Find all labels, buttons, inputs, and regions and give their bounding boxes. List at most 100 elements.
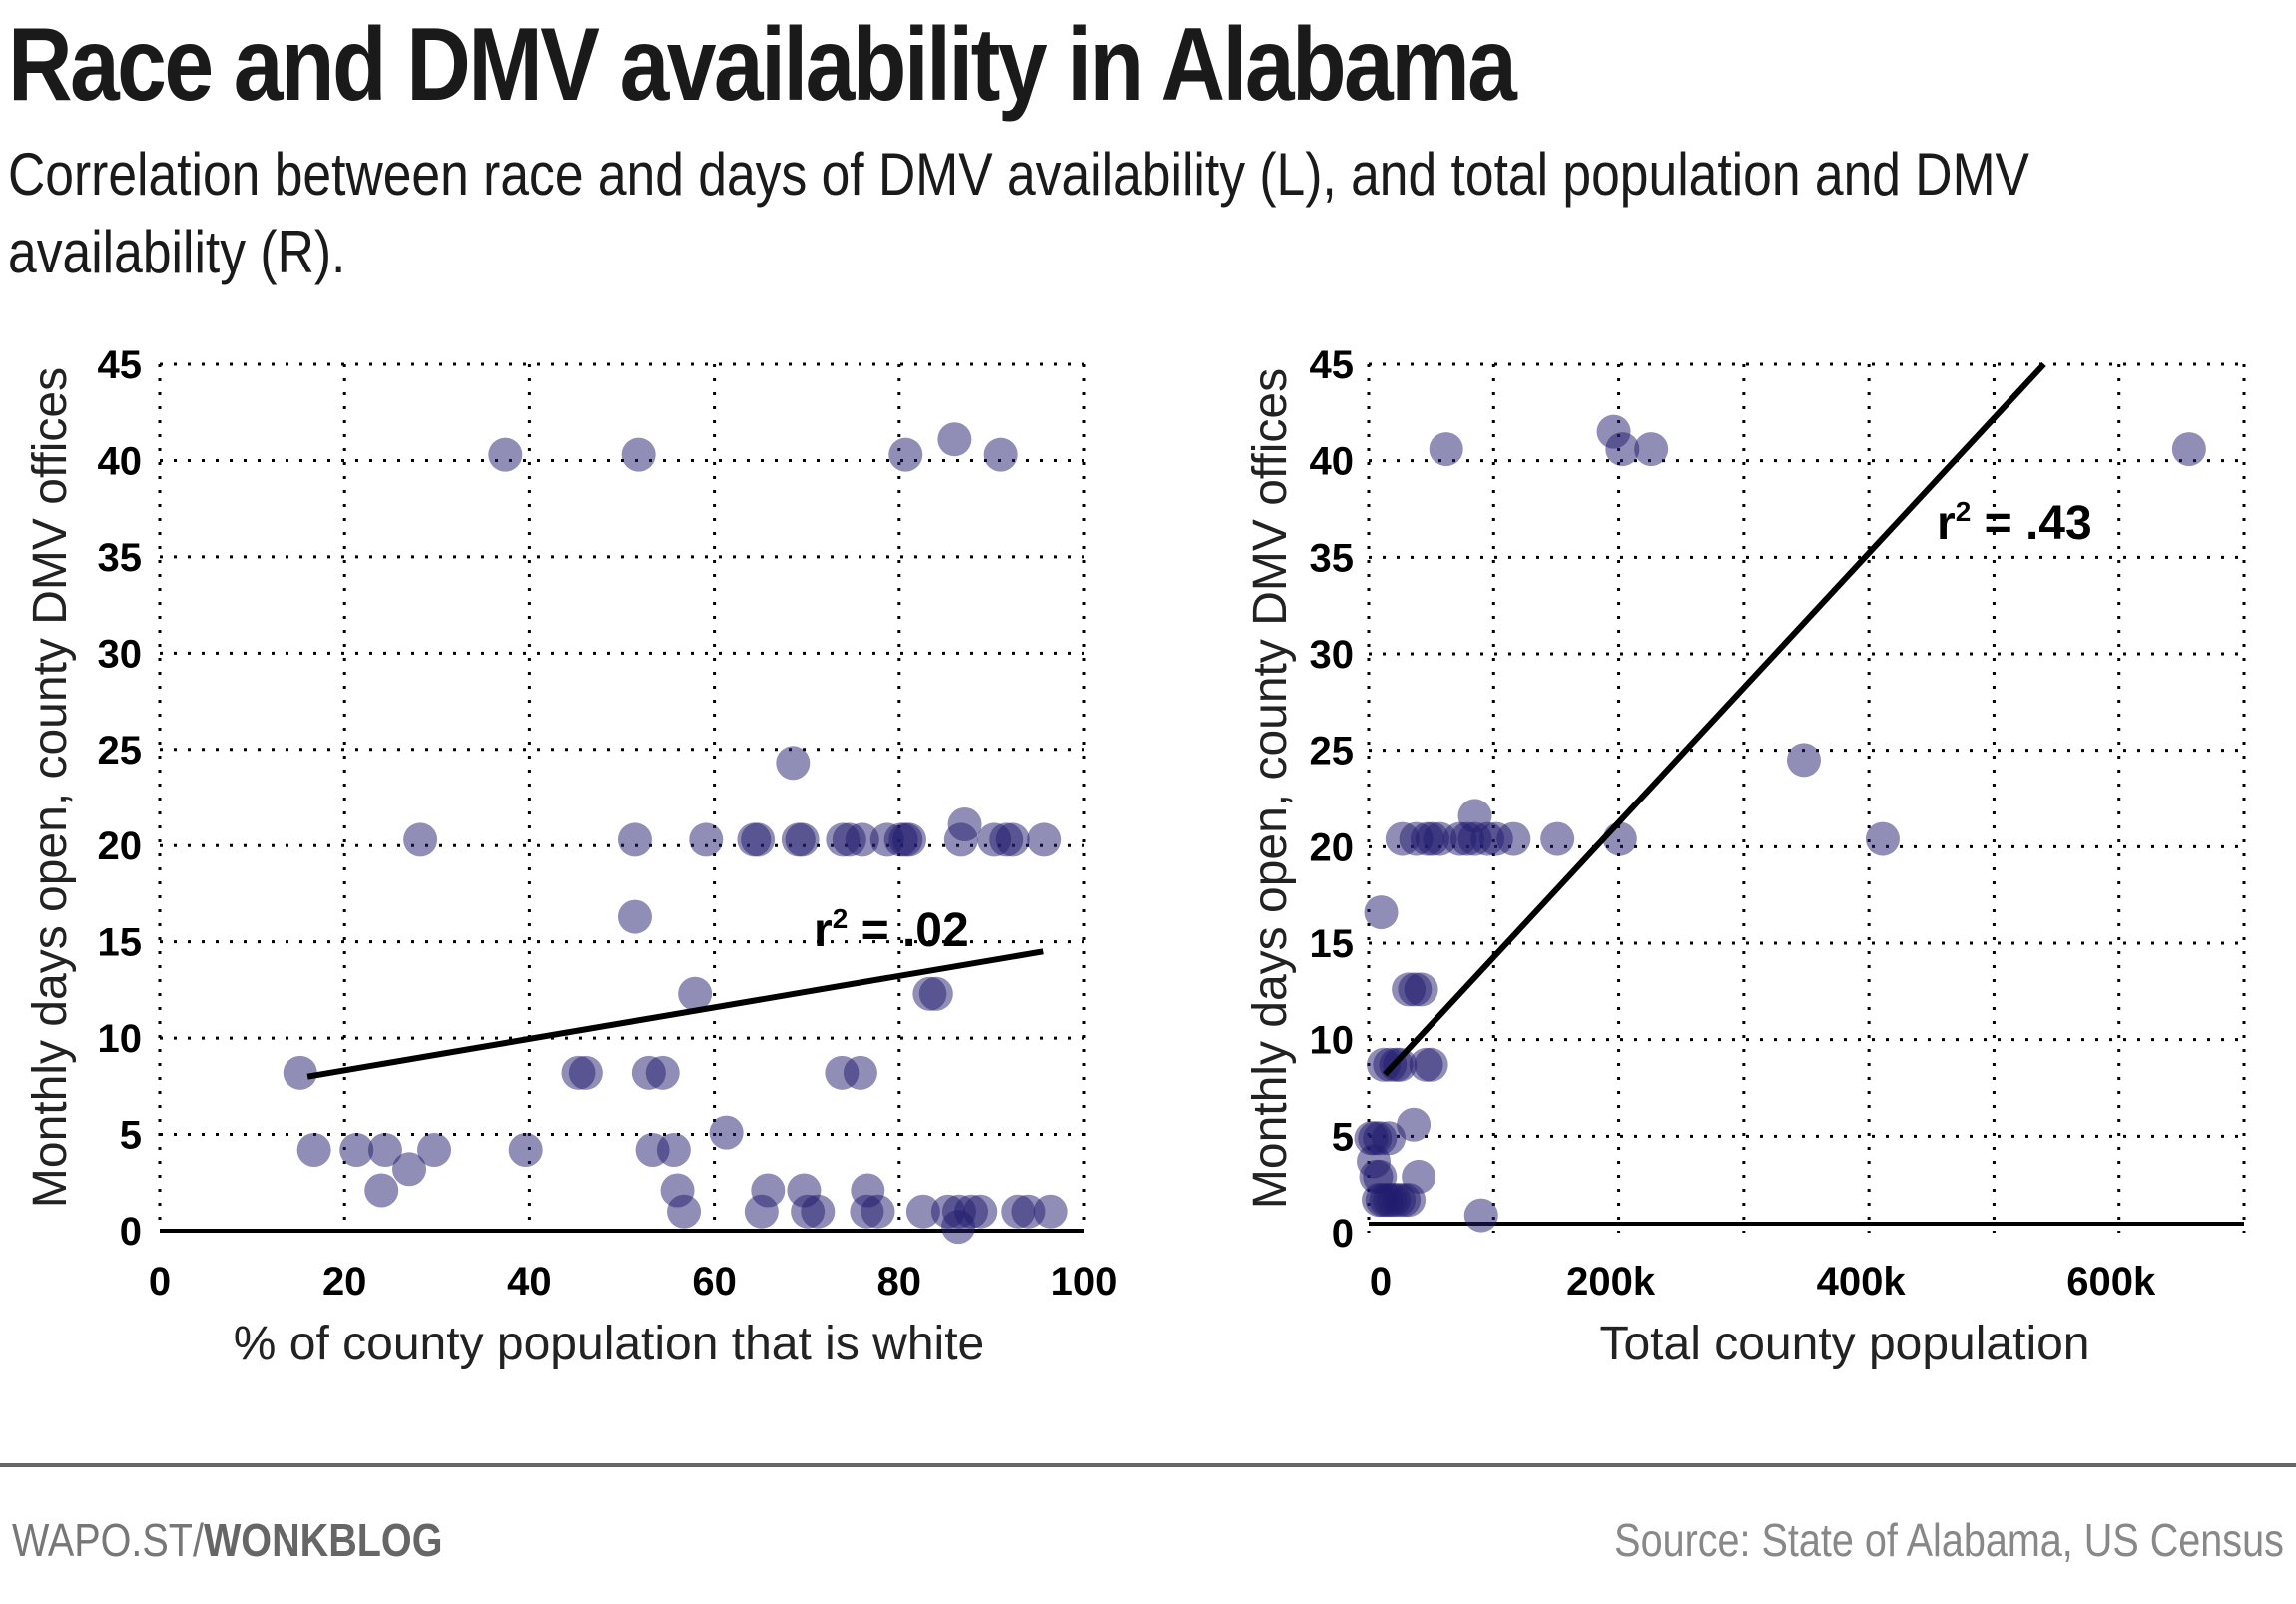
y-tick-label: 35: [98, 536, 143, 580]
x-tick-label: 0: [1370, 1260, 1392, 1304]
r-squared-label: r2 = .02: [814, 903, 969, 957]
y-axis-title: Monthly days open, county DMV offices: [24, 367, 77, 1208]
y-tick-label: 30: [98, 632, 143, 676]
data-point: [568, 1055, 603, 1090]
right-scatter-chart: 0 5 10 15 20 25 30 35 40 45 0 200k 400k 600k Total cou…: [1244, 343, 2246, 1370]
data-point: [1033, 1194, 1068, 1229]
y-tick-label: 35: [1310, 536, 1355, 580]
data-point: [296, 1132, 331, 1167]
x-axis-title: Total county population: [1599, 1318, 2089, 1370]
x-tick-label: 600k: [2066, 1260, 2156, 1304]
data-point: [645, 1055, 680, 1090]
y-tick-label: 10: [98, 1017, 143, 1061]
data-point: [508, 1132, 543, 1167]
data-point: [1027, 822, 1062, 857]
x-tick-label: 80: [877, 1260, 922, 1304]
credit-prefix: WAPO.ST/: [12, 1514, 204, 1566]
x-tick-label: 40: [507, 1260, 552, 1304]
data-point: [417, 1132, 452, 1167]
data-point: [2171, 432, 2206, 467]
data-point: [1540, 821, 1575, 856]
x-axis-title: % of county population that is white: [234, 1318, 984, 1370]
data-point: [983, 437, 1018, 472]
data-point: [937, 422, 972, 457]
left-scatter-chart: 0 5 10 15 20 25 30 35 40 45 0 20 40 60 80 100 % of count…: [24, 343, 1117, 1370]
trend-line: [1383, 361, 2046, 1077]
y-tick-label: 5: [1332, 1115, 1354, 1159]
r-squared-label: r2 = .43: [1937, 496, 2092, 550]
y-tick-label: 15: [98, 921, 143, 965]
x-tick-label: 400k: [1817, 1260, 1907, 1304]
data-point: [656, 1132, 691, 1167]
y-axis-title: Monthly days open, county DMV offices: [1244, 368, 1297, 1209]
data-point: [1392, 1183, 1427, 1218]
data-point: [1429, 432, 1463, 467]
y-tick-label: 10: [1310, 1019, 1355, 1063]
footer-source: Source: State of Alabama, US Census: [1614, 1514, 2284, 1566]
footer-divider: [0, 1463, 2296, 1467]
data-point: [283, 1055, 317, 1090]
chart-subtitle: Correlation between race and days of DMV…: [8, 141, 2029, 285]
data-point: [1364, 895, 1399, 930]
data-point: [776, 746, 811, 781]
y-tick-label: 20: [1310, 825, 1355, 869]
data-point: [617, 899, 652, 934]
y-tick-label: 20: [98, 824, 143, 868]
x-tick-label: 20: [322, 1260, 367, 1304]
y-tick-label: 25: [98, 729, 143, 773]
data-point: [905, 1194, 940, 1229]
y-tick-label: 15: [1310, 922, 1355, 966]
data-point: [861, 1194, 895, 1229]
data-point: [1634, 432, 1669, 467]
data-point: [891, 822, 926, 857]
data-point: [709, 1115, 744, 1150]
x-tick-label: 200k: [1566, 1260, 1656, 1304]
y-tick-label: 5: [120, 1114, 142, 1158]
data-point: [741, 822, 776, 857]
y-tick-label: 40: [98, 439, 143, 483]
x-tick-label: 60: [692, 1260, 737, 1304]
credit-bold: WONKBLOG: [203, 1514, 443, 1566]
data-point: [621, 437, 656, 472]
data-point: [392, 1152, 427, 1187]
y-tick-label: 30: [1310, 633, 1355, 677]
data-point: [678, 976, 713, 1011]
data-point: [947, 807, 982, 842]
data-point: [801, 1194, 836, 1229]
data-point: [403, 822, 438, 857]
data-point: [845, 822, 879, 857]
data-point: [339, 1132, 374, 1167]
data-point: [364, 1173, 399, 1208]
data-point: [918, 976, 953, 1011]
footer-credit: WAPO.ST/WONKBLOG: [12, 1513, 442, 1567]
data-point: [1414, 1047, 1448, 1082]
chart-title: Race and DMV availability in Alabama: [8, 7, 1517, 123]
y-tick-label: 25: [1310, 730, 1355, 774]
data-point: [667, 1194, 702, 1229]
data-point: [488, 437, 523, 472]
data-point: [1404, 972, 1438, 1007]
data-point: [1602, 821, 1637, 856]
data-point: [1385, 821, 1420, 856]
data-point: [1605, 432, 1640, 467]
y-tick-label: 0: [120, 1210, 142, 1254]
data-point: [888, 437, 923, 472]
data-point: [1457, 799, 1492, 833]
data-point: [1463, 1198, 1498, 1233]
y-tick-label: 45: [98, 343, 143, 387]
data-point: [689, 822, 724, 857]
data-point: [843, 1055, 877, 1090]
data-point: [1383, 1047, 1418, 1082]
x-tick-label: 0: [149, 1260, 171, 1304]
data-point: [1865, 821, 1900, 856]
data-point: [1397, 1107, 1432, 1142]
data-point: [995, 822, 1030, 857]
y-tick-label: 40: [1310, 440, 1355, 484]
trend-line: [306, 948, 1044, 1080]
data-point: [367, 1132, 402, 1167]
data-point: [744, 1194, 779, 1229]
data-point: [785, 822, 820, 857]
data-point: [941, 1210, 976, 1245]
x-tick-label: 100: [1051, 1260, 1118, 1304]
